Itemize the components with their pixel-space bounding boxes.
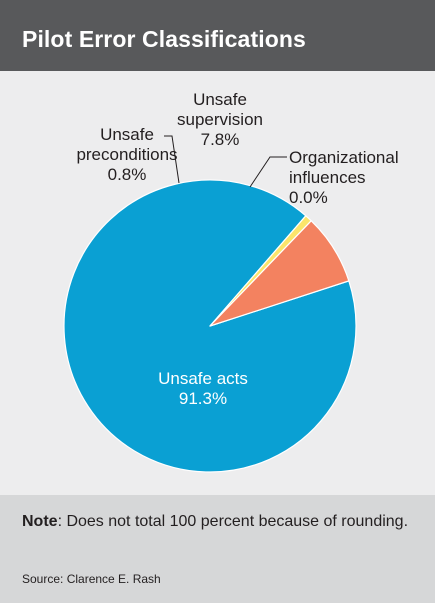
slice-label-organizational-influences: Organizational influences 0.0% [289, 148, 399, 207]
leader-line-organizational-influences [249, 156, 287, 188]
slice-label-unsafe-acts: Unsafe acts 91.3% [158, 369, 248, 408]
chart-title: Pilot Error Classifications [22, 26, 306, 52]
source-credit: Source: Clarence E. Rash [22, 572, 161, 586]
note-label: Note [22, 513, 58, 530]
note-text: : Does not total 100 percent because of … [57, 513, 409, 530]
slice-label-unsafe-preconditions: Unsafe preconditions 0.8% [76, 125, 177, 184]
chart-footer [0, 495, 435, 603]
pie-chart: Unsafe acts 91.3% Unsafe preconditions 0.8%U… [63, 90, 399, 473]
pie-slice-unsafe-supervision [209, 220, 350, 327]
slice-label-unsafe-supervision: Unsafe supervision 7.8% [177, 90, 263, 149]
chart-header: Pilot Error Classifications [0, 0, 435, 71]
footnote: Note: Does not total 100 percent because… [22, 510, 417, 534]
chart-area: Unsafe acts 91.3% Unsafe preconditions 0.8% U… [0, 71, 435, 495]
leader-line-unsafe-preconditions [164, 135, 180, 184]
